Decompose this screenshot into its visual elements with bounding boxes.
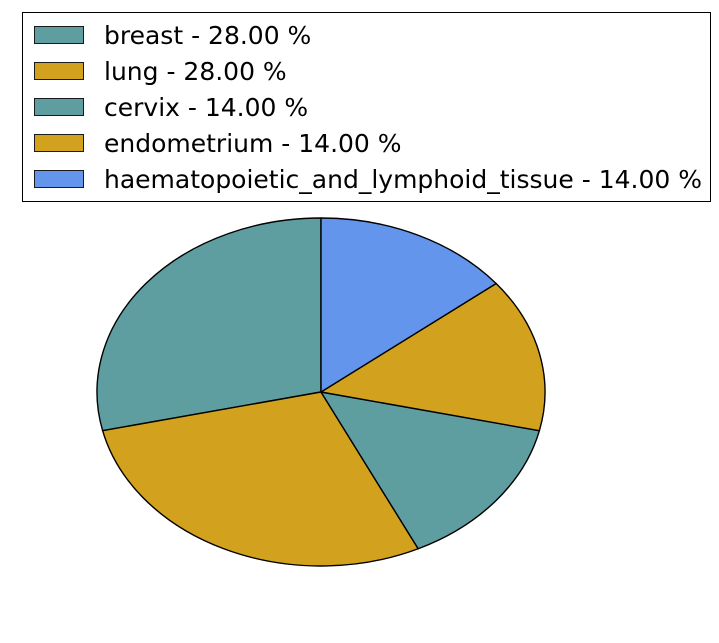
legend-item-haematopoietic: haematopoietic_and_lymphoid_tissue - 14.… <box>23 161 710 197</box>
legend-label-lung: lung - 28.00 % <box>104 56 287 86</box>
legend-swatch-lung <box>34 62 84 80</box>
pie-slice-endometrium <box>320 282 546 432</box>
legend-item-breast: breast - 28.00 % <box>23 17 710 53</box>
legend-swatch-cervix <box>34 98 84 116</box>
pie-slice-lung <box>101 391 419 567</box>
legend-item-lung: lung - 28.00 % <box>23 53 710 89</box>
legend: breast - 28.00 % lung - 28.00 % cervix -… <box>22 12 711 202</box>
legend-item-endometrium: endometrium - 14.00 % <box>23 125 710 161</box>
legend-swatch-endometrium <box>34 134 84 152</box>
pie-slice-breast <box>96 217 322 432</box>
legend-label-endometrium: endometrium - 14.00 % <box>104 128 402 158</box>
legend-label-breast: breast - 28.00 % <box>104 20 312 50</box>
legend-label-haematopoietic: haematopoietic_and_lymphoid_tissue - 14.… <box>104 164 702 194</box>
pie-slice-cervix <box>320 391 541 550</box>
legend-label-cervix: cervix - 14.00 % <box>104 92 309 122</box>
legend-swatch-haematopoietic <box>34 170 84 188</box>
pie-slice-haematopoietic_and_lymphoid_tissue <box>320 217 497 393</box>
legend-swatch-breast <box>34 26 84 44</box>
legend-item-cervix: cervix - 14.00 % <box>23 89 710 125</box>
